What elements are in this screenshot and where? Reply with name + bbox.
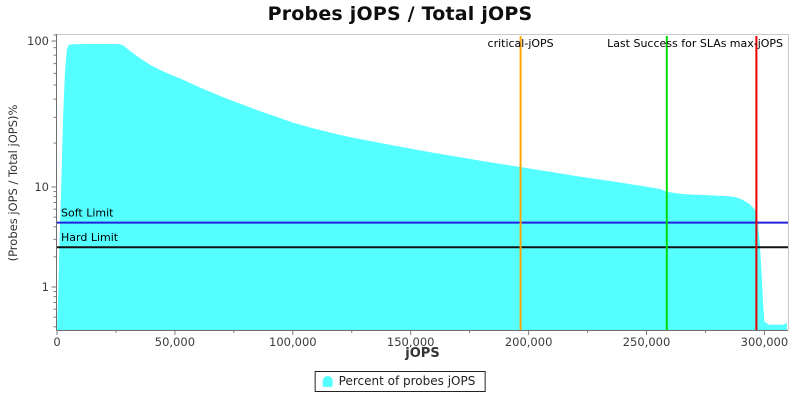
x-tick-label: 100,000: [269, 335, 317, 349]
x-tick-label: 250,000: [623, 335, 671, 349]
legend-series-marker-icon: [322, 375, 333, 387]
legend-label: Percent of probes jOPS: [338, 374, 476, 388]
x-tick-label: 50,000: [155, 335, 195, 349]
max-jops-label: max-jOPS: [730, 37, 783, 50]
x-tick-label: 300,000: [741, 335, 789, 349]
last-success-for-slas-label: Last Success for SLAs: [607, 37, 727, 50]
x-axis-title: jOPS: [405, 346, 440, 361]
x-tick-label: 0: [53, 335, 60, 349]
chart-title: Probes jOPS / Total jOPS: [267, 3, 533, 25]
y-tick-label: 1: [42, 280, 49, 294]
soft-limit-label: Soft Limit: [61, 207, 114, 220]
x-tick-label: 200,000: [505, 335, 553, 349]
y-tick-label: 10: [34, 180, 49, 194]
hard-limit-label: Hard Limit: [61, 231, 119, 244]
y-axis-title: (Probes jOPS / Total jOPS)%: [6, 104, 20, 262]
y-tick-label: 100: [27, 34, 49, 48]
series-area-percent-of-probes-jops: [57, 44, 787, 331]
x-tick-label: 150,000: [387, 335, 435, 349]
critical-jops-label: critical-jOPS: [488, 37, 554, 50]
legend: Percent of probes jOPS: [314, 371, 486, 392]
